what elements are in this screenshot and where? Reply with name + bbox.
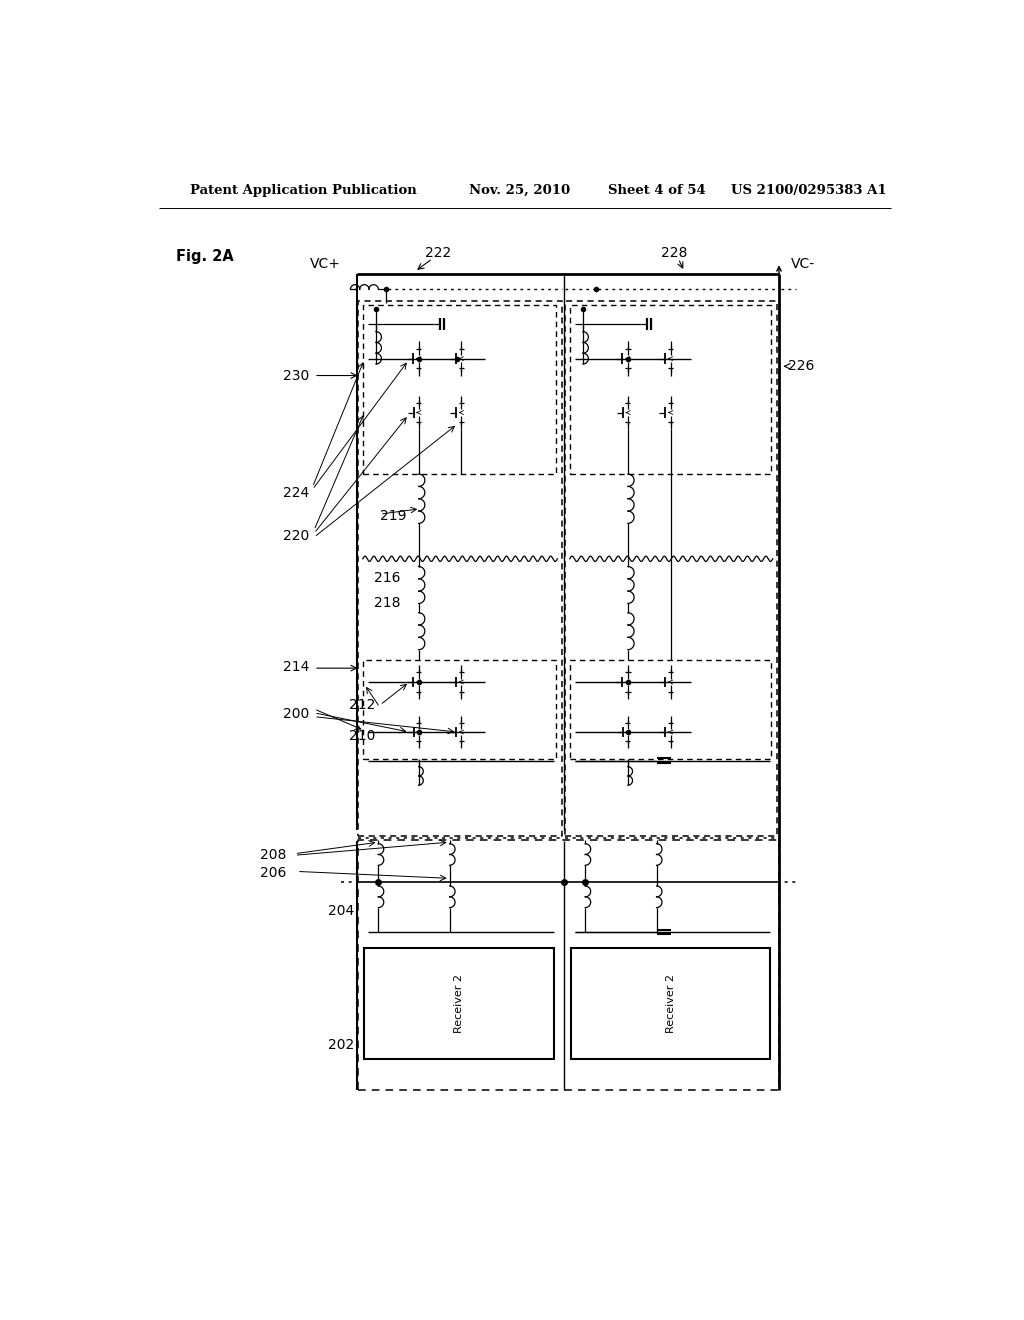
Bar [571,948,770,1059]
Text: 226: 226 [788,359,815,374]
Text: 206: 206 [260,866,286,880]
Text: US 2100/0295383 A1: US 2100/0295383 A1 [731,185,887,197]
Text: 216: 216 [375,572,401,585]
Text: 214: 214 [283,660,309,673]
Text: 210: 210 [349,729,375,743]
Text: Receiver 2: Receiver 2 [455,974,464,1034]
Text: VC+: VC+ [310,257,341,271]
Text: 219: 219 [380,510,407,524]
Text: Nov. 25, 2010: Nov. 25, 2010 [469,185,570,197]
Text: Receiver 2: Receiver 2 [666,974,676,1034]
Text: 212: 212 [349,698,375,711]
Text: 222: 222 [425,246,452,260]
Text: 204: 204 [328,904,354,919]
Text: 220: 220 [283,529,309,543]
Text: Sheet 4 of 54: Sheet 4 of 54 [608,185,707,197]
Bar [365,948,554,1059]
Text: 202: 202 [328,1039,354,1052]
Text: 224: 224 [283,486,309,500]
Text: 218: 218 [375,595,401,610]
Text: 200: 200 [283,708,309,721]
Text: 230: 230 [283,368,309,383]
Text: 228: 228 [662,246,687,260]
Text: Patent Application Publication: Patent Application Publication [190,185,417,197]
Text: Fig. 2A: Fig. 2A [176,248,233,264]
Text: VC-: VC- [791,257,815,271]
Text: 208: 208 [260,849,286,862]
